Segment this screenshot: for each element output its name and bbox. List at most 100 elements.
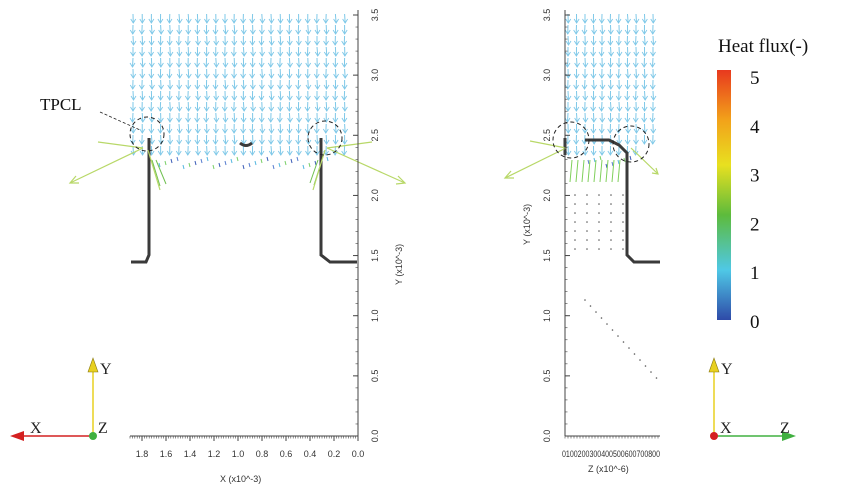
vector-arrow-head (148, 62, 155, 68)
vector-arrow-head (615, 95, 622, 101)
vector-dot (622, 194, 624, 196)
y-tick-label: 2.0 (370, 189, 380, 202)
y-tick-label: 3.5 (370, 9, 380, 22)
vector-arrow (150, 24, 153, 35)
right-tpcl-circle-left (552, 121, 590, 159)
vector-arrow-head (633, 51, 640, 57)
vector-arrow (325, 46, 328, 57)
vector-arrow-head (565, 95, 572, 101)
vector-arrow-head (615, 128, 622, 134)
vector-arrow-head (222, 117, 229, 123)
vector-arrow (224, 134, 227, 145)
vector-arrow-head (157, 150, 164, 156)
vector-arrow-head (599, 40, 605, 46)
vector-arrow (254, 160, 257, 166)
vector-arrow-head (286, 150, 293, 156)
right-tpcl-circle-right (612, 125, 650, 163)
vector-arrow-head (624, 95, 631, 101)
vector-arrow-head (176, 128, 183, 134)
vector-dot (598, 248, 600, 250)
triad-z-arrow-icon (782, 431, 796, 441)
x-tick-label: 0.0 (352, 449, 365, 459)
vector-arrow (627, 68, 629, 79)
vector-arrow-head (624, 40, 631, 46)
vector-arrow-head (139, 40, 146, 46)
vector-arrow-head (615, 73, 622, 79)
vector-arrow-head (342, 51, 348, 57)
vector-arrow-head (276, 62, 283, 68)
vector-arrow-head (185, 84, 192, 90)
vector-arrow-head (582, 128, 588, 134)
vector-arrow (132, 90, 134, 101)
vector-arrow-head (286, 84, 292, 90)
vector-arrow-head (642, 40, 649, 46)
vector-arrow-head (624, 117, 631, 123)
vector-arrow (176, 156, 179, 162)
vector-arrow-head (323, 95, 329, 101)
vector-arrow-head (231, 128, 237, 134)
vector-arrow-head (607, 40, 614, 46)
vector-arrow-head (212, 51, 219, 57)
vector-arrow-head (599, 150, 605, 156)
vector-arrow-head (313, 18, 320, 24)
vector-arrow (623, 157, 626, 163)
vector-arrow-head (287, 117, 293, 123)
triad-y-arrow-icon (87, 357, 99, 373)
vector-arrow (644, 35, 646, 46)
y-tick-label: 3.0 (542, 69, 552, 82)
vector-arrow-head (574, 117, 581, 123)
vector-arrow-head (590, 62, 597, 68)
vector-arrow-head (240, 18, 246, 24)
vector-arrow (652, 90, 654, 101)
vector-arrow-head (195, 95, 201, 101)
vector-arrow-head (148, 40, 155, 46)
left-axis-triad: Y X Z (10, 357, 112, 441)
vector-arrow-head (259, 18, 266, 24)
colorbar-gradient (717, 70, 731, 320)
vector-arrow-head (305, 117, 312, 123)
vector-arrow-head (139, 18, 146, 24)
vector-arrow-head (204, 73, 210, 79)
vector-arrow-head (194, 18, 201, 24)
vector-arrow-head (222, 62, 229, 68)
vector-arrow-head (641, 106, 648, 112)
vector-arrow-head (633, 128, 640, 134)
vector-arrow-head (624, 29, 631, 35)
vector-dot (610, 203, 612, 205)
vector-arrow-head (194, 117, 200, 123)
vector-arrow-head (176, 18, 183, 24)
vector-arrow-head (167, 62, 173, 68)
vector-arrow-head (305, 84, 312, 90)
vector-arrow-head (581, 106, 588, 112)
vector-arrow (587, 159, 590, 165)
vector-arrow-head (333, 18, 339, 24)
vector-arrow-head (314, 95, 320, 101)
colorbar-title: Heat flux(-) (718, 36, 808, 57)
vector-dot (622, 230, 624, 232)
vector-arrow-head (185, 139, 192, 145)
vector-arrow-head (615, 40, 622, 46)
vector-arrow-head (573, 139, 580, 145)
vector-arrow (187, 13, 190, 24)
vector-arrow-head (590, 73, 597, 79)
vector-arrow-head (581, 29, 588, 35)
vector-arrow (567, 35, 569, 46)
vector-arrow (252, 101, 254, 112)
vector-arrow (569, 159, 573, 183)
vector-arrow-head (259, 29, 265, 35)
x-tick-label: 0.4 (304, 449, 317, 459)
vector-arrow-head (194, 73, 201, 79)
vector-arrow (576, 57, 578, 68)
vector-arrow (316, 24, 318, 35)
vector-arrow-head (130, 128, 137, 134)
vector-arrow-head (240, 150, 247, 156)
vector-arrow-head (633, 73, 640, 79)
vector-arrow-head (148, 106, 154, 112)
vector-arrow (155, 159, 167, 185)
vector-arrow (248, 162, 251, 168)
vector-arrow-head (231, 95, 238, 101)
vector-arrow-head (268, 139, 274, 145)
vector-arrow-head (277, 40, 284, 46)
vector-arrow-head (194, 128, 201, 134)
